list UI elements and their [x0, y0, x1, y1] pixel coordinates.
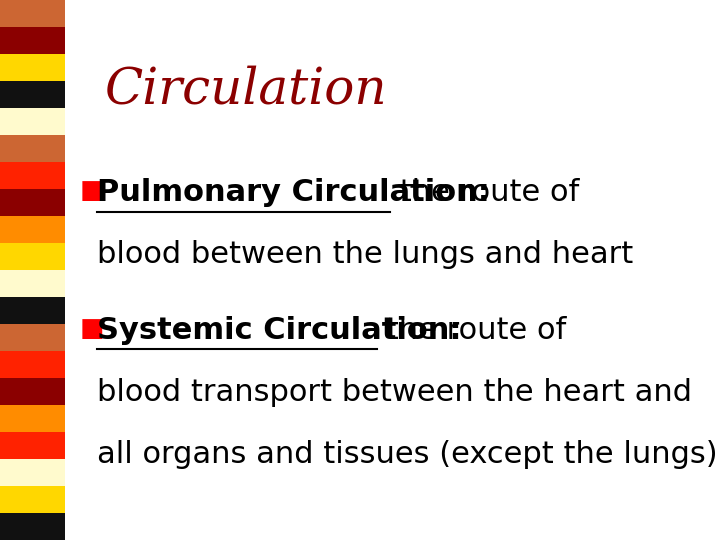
- Bar: [0, 405, 65, 432]
- Bar: [0, 189, 65, 216]
- Bar: [0, 378, 65, 405]
- Text: all organs and tissues (except the lungs): all organs and tissues (except the lungs…: [97, 440, 718, 469]
- Bar: [0, 135, 65, 162]
- Bar: [0, 270, 65, 297]
- Bar: [0, 297, 65, 324]
- Text: ■: ■: [79, 178, 104, 204]
- Text: blood between the lungs and heart: blood between the lungs and heart: [97, 240, 634, 269]
- Bar: [0, 459, 65, 486]
- Bar: [0, 351, 65, 378]
- Bar: [0, 162, 65, 189]
- Bar: [0, 216, 65, 243]
- Text: the route of: the route of: [377, 316, 566, 345]
- Bar: [0, 54, 65, 81]
- Bar: [0, 0, 65, 27]
- Bar: [0, 486, 65, 513]
- Text: ■: ■: [79, 316, 104, 342]
- Bar: [0, 108, 65, 135]
- Bar: [0, 81, 65, 108]
- Text: the route of: the route of: [390, 178, 580, 207]
- Bar: [0, 324, 65, 351]
- Text: Circulation: Circulation: [104, 65, 387, 114]
- Bar: [0, 513, 65, 540]
- Bar: [0, 243, 65, 270]
- Bar: [0, 27, 65, 54]
- Text: blood transport between the heart and: blood transport between the heart and: [97, 378, 692, 407]
- Text: Pulmonary Circulation:: Pulmonary Circulation:: [97, 178, 490, 207]
- Bar: [0, 432, 65, 459]
- Text: Systemic Circulation:: Systemic Circulation:: [97, 316, 462, 345]
